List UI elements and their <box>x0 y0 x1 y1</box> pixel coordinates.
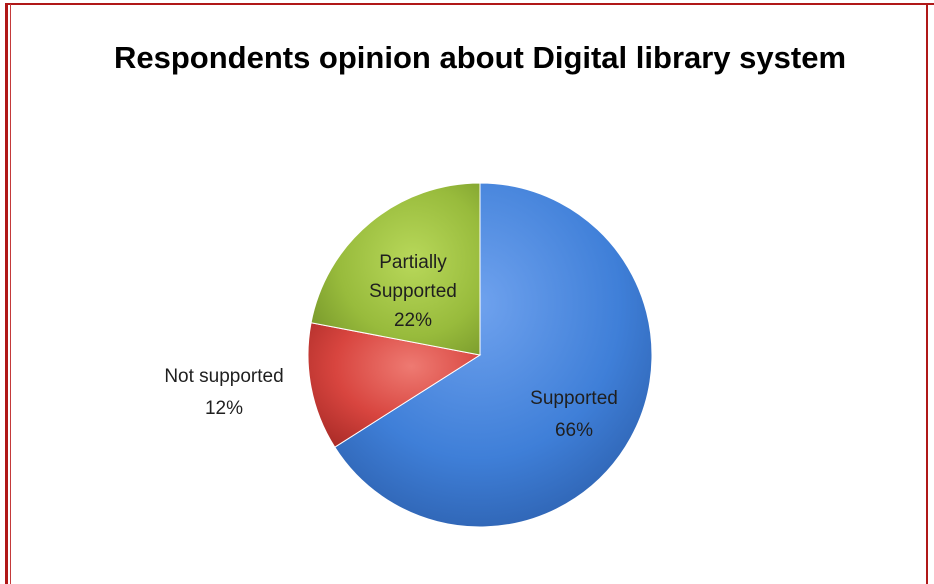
slice-label-not-supported-name: Not supported <box>164 366 283 387</box>
chart-title: Respondents opinion about Digital librar… <box>113 40 847 75</box>
frame-border-left <box>5 4 8 584</box>
slice-label-not-supported-value: 12% <box>205 398 243 419</box>
pie-slice-partially-supported <box>310 182 481 356</box>
slice-label-not-supported: Not supported 12% <box>164 366 283 419</box>
pie-slice-supported <box>334 182 653 528</box>
slice-label-partially-name-line2: Supported <box>369 281 457 302</box>
slice-label-supported-name: Supported <box>530 388 618 409</box>
slice-label-supported-value: 66% <box>555 420 593 441</box>
frame-border-left-inner <box>10 4 11 584</box>
frame-border-top <box>5 3 934 5</box>
slice-label-partially-supported: Partially Supported 22% <box>369 252 457 331</box>
pie-slices <box>307 182 653 528</box>
slice-label-partially-value: 22% <box>394 310 432 331</box>
slice-label-partially-name-line1: Partially <box>379 252 447 273</box>
frame-border-right <box>926 3 928 584</box>
slice-label-supported: Supported 66% <box>530 388 618 441</box>
pie-slice-not-supported <box>307 322 482 448</box>
